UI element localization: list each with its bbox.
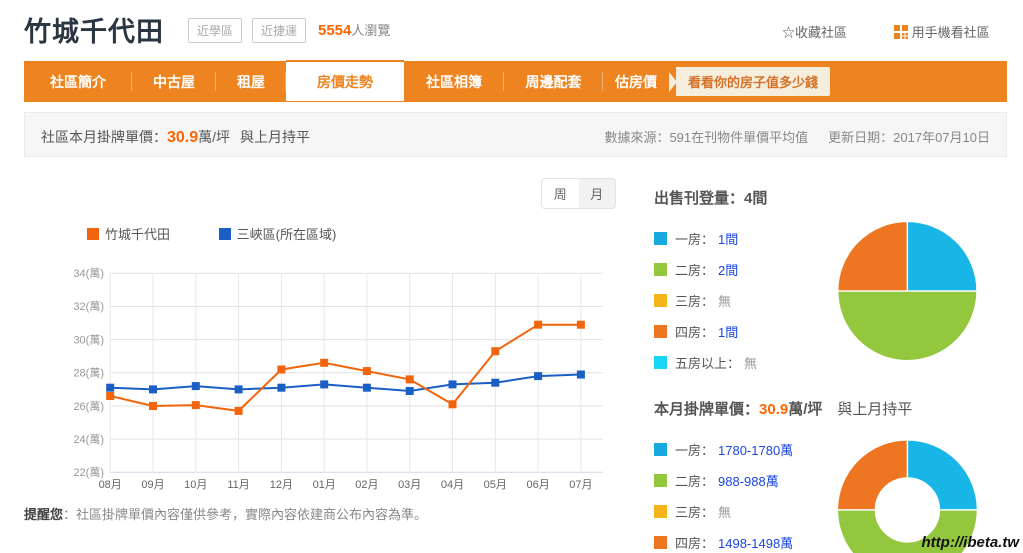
svg-text:05月: 05月 [484,479,507,491]
svg-text:09月: 09月 [141,479,164,491]
svg-text:11月: 11月 [227,479,249,491]
svg-text:32(萬): 32(萬) [73,300,104,313]
svg-text:34(萬): 34(萬) [73,267,104,280]
svg-text:28(萬): 28(萬) [73,367,104,380]
svg-text:06月: 06月 [526,479,549,491]
svg-text:04月: 04月 [441,479,464,491]
svg-text:10月: 10月 [184,479,207,491]
svg-text:22(萬): 22(萬) [73,466,104,479]
svg-text:03月: 03月 [398,479,421,491]
svg-text:26(萬): 26(萬) [73,400,104,413]
svg-text:01月: 01月 [313,479,336,491]
svg-text:02月: 02月 [355,479,378,491]
svg-text:08月: 08月 [99,479,122,491]
svg-text:30(萬): 30(萬) [73,333,104,346]
svg-text:24(萬): 24(萬) [73,433,104,446]
svg-text:07月: 07月 [569,479,592,491]
svg-text:12月: 12月 [270,479,293,491]
